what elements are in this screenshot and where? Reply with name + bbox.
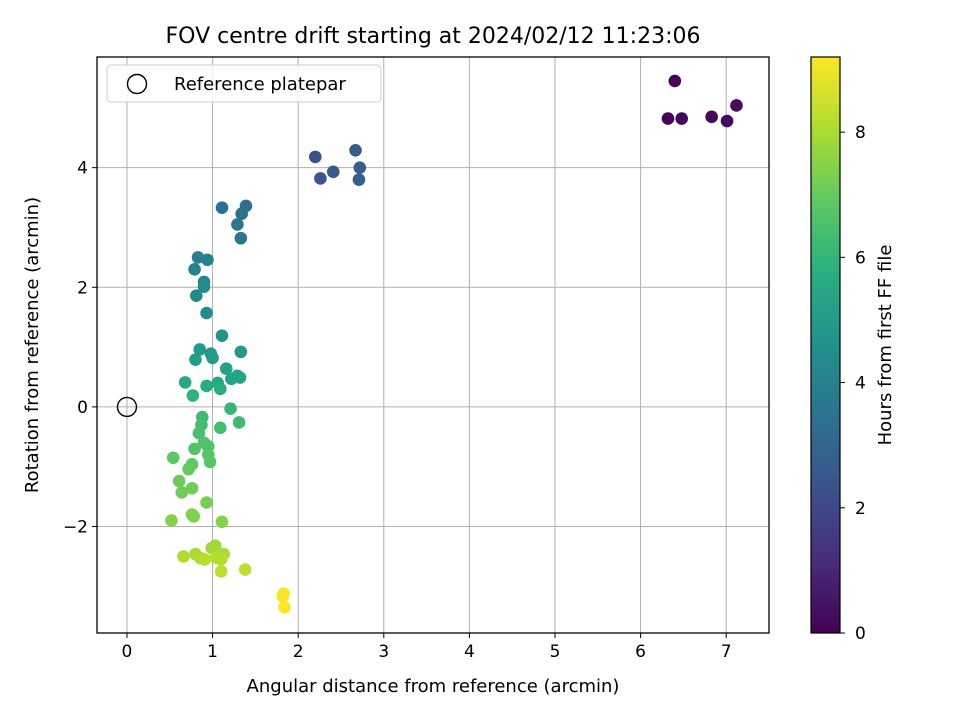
scatter-point <box>200 496 213 509</box>
scatter-point <box>730 99 743 112</box>
scatter-point <box>189 353 202 366</box>
scatter-point <box>191 251 205 264</box>
scatter-point <box>675 112 688 125</box>
scatter-point <box>182 462 195 476</box>
y-axis-label: Rotation from reference (arcmin) <box>22 197 43 493</box>
scatter-point <box>206 351 219 365</box>
scatter-point <box>278 600 291 614</box>
scatter-point <box>215 201 229 215</box>
scatter-point <box>349 144 362 157</box>
colorbar-label: Hours from first FF file <box>875 245 896 446</box>
scatter-point <box>200 306 213 320</box>
colorbar-tick-label: 2 <box>855 499 866 519</box>
x-tick-label: 7 <box>721 642 732 662</box>
scatter-point <box>192 426 206 440</box>
scatter-point <box>193 343 207 356</box>
x-tick-label: 2 <box>293 642 304 662</box>
scatter-point <box>233 371 247 384</box>
scatter-point <box>219 362 233 375</box>
scatter-point <box>190 289 203 302</box>
scatter-point <box>214 553 228 566</box>
scatter-point <box>232 416 246 429</box>
colorbar-tick-label: 0 <box>855 624 866 644</box>
scatter-point <box>201 253 214 267</box>
scatter-point <box>352 173 366 186</box>
legend-box <box>106 64 382 103</box>
y-tick-label: −2 <box>63 518 88 538</box>
scatter-point <box>200 379 213 393</box>
scatter-point <box>326 165 340 179</box>
scatter-point <box>238 563 252 576</box>
scatter-point <box>215 515 229 529</box>
x-tick-label: 0 <box>122 642 133 662</box>
scatter-point <box>231 218 244 231</box>
scatter-point <box>705 110 718 124</box>
scatter-point <box>234 231 248 245</box>
colorbar-ticks: 0 2 4 6 8 <box>840 123 866 644</box>
chart-title: FOV centre drift starting at 2024/02/12 … <box>166 24 701 49</box>
scatter-point <box>186 389 200 402</box>
y-axis: −2 0 2 4 <box>63 159 97 538</box>
x-tick-label: 6 <box>635 642 646 662</box>
scatter-point <box>166 451 180 465</box>
legend-label-reference: Reference platepar <box>174 74 346 95</box>
scatter-point <box>172 474 186 488</box>
scatter-point <box>353 161 367 174</box>
scatter-point <box>720 114 734 128</box>
colorbar-gradient <box>810 56 841 634</box>
scatter-point <box>308 150 322 164</box>
scatter-point <box>187 510 201 523</box>
scatter-point <box>185 481 199 495</box>
scatter-point <box>188 442 201 456</box>
reference-platepar-marker <box>116 396 138 418</box>
scatter-point <box>214 565 228 578</box>
y-tick-label: 4 <box>77 159 88 179</box>
scatter-point <box>215 329 229 343</box>
x-axis: 0 1 2 3 4 5 6 7 <box>122 633 732 662</box>
scatter-point <box>668 74 682 88</box>
scatter-point <box>213 421 227 435</box>
scatter-point <box>314 172 327 185</box>
scatter-point <box>197 280 211 293</box>
reference-marker-group <box>116 396 138 418</box>
data-points <box>165 74 743 614</box>
scatter-point <box>177 550 190 563</box>
colorbar-tick-label: 8 <box>855 123 866 143</box>
scatter-point <box>224 402 237 416</box>
x-tick-label: 5 <box>550 642 561 662</box>
legend: Reference platepar <box>106 64 382 103</box>
scatter-point <box>198 553 212 566</box>
scatter-point <box>175 486 189 499</box>
scatter-point <box>203 455 217 469</box>
x-axis-label: Angular distance from reference (arcmin) <box>247 676 620 697</box>
scatter-point <box>276 590 290 603</box>
x-tick-label: 3 <box>378 642 389 662</box>
scatter-point <box>661 112 675 125</box>
scatter-point <box>188 263 201 276</box>
x-tick-label: 1 <box>207 642 218 662</box>
plot-area-frame <box>96 56 770 634</box>
x-tick-label: 4 <box>464 642 475 662</box>
scatter-point <box>234 345 248 359</box>
y-tick-label: 0 <box>77 398 88 418</box>
scatter-point <box>165 514 178 527</box>
scatter-point <box>235 207 248 221</box>
scatter-point <box>178 376 192 389</box>
colorbar-tick-label: 4 <box>855 374 866 394</box>
legend-marker-reference <box>126 73 148 95</box>
colorbar-tick-label: 6 <box>855 248 866 268</box>
colorbar: 0 2 4 6 8 Hours from first FF file <box>810 56 896 644</box>
y-tick-label: 2 <box>77 278 88 298</box>
scatter-point <box>213 382 227 396</box>
